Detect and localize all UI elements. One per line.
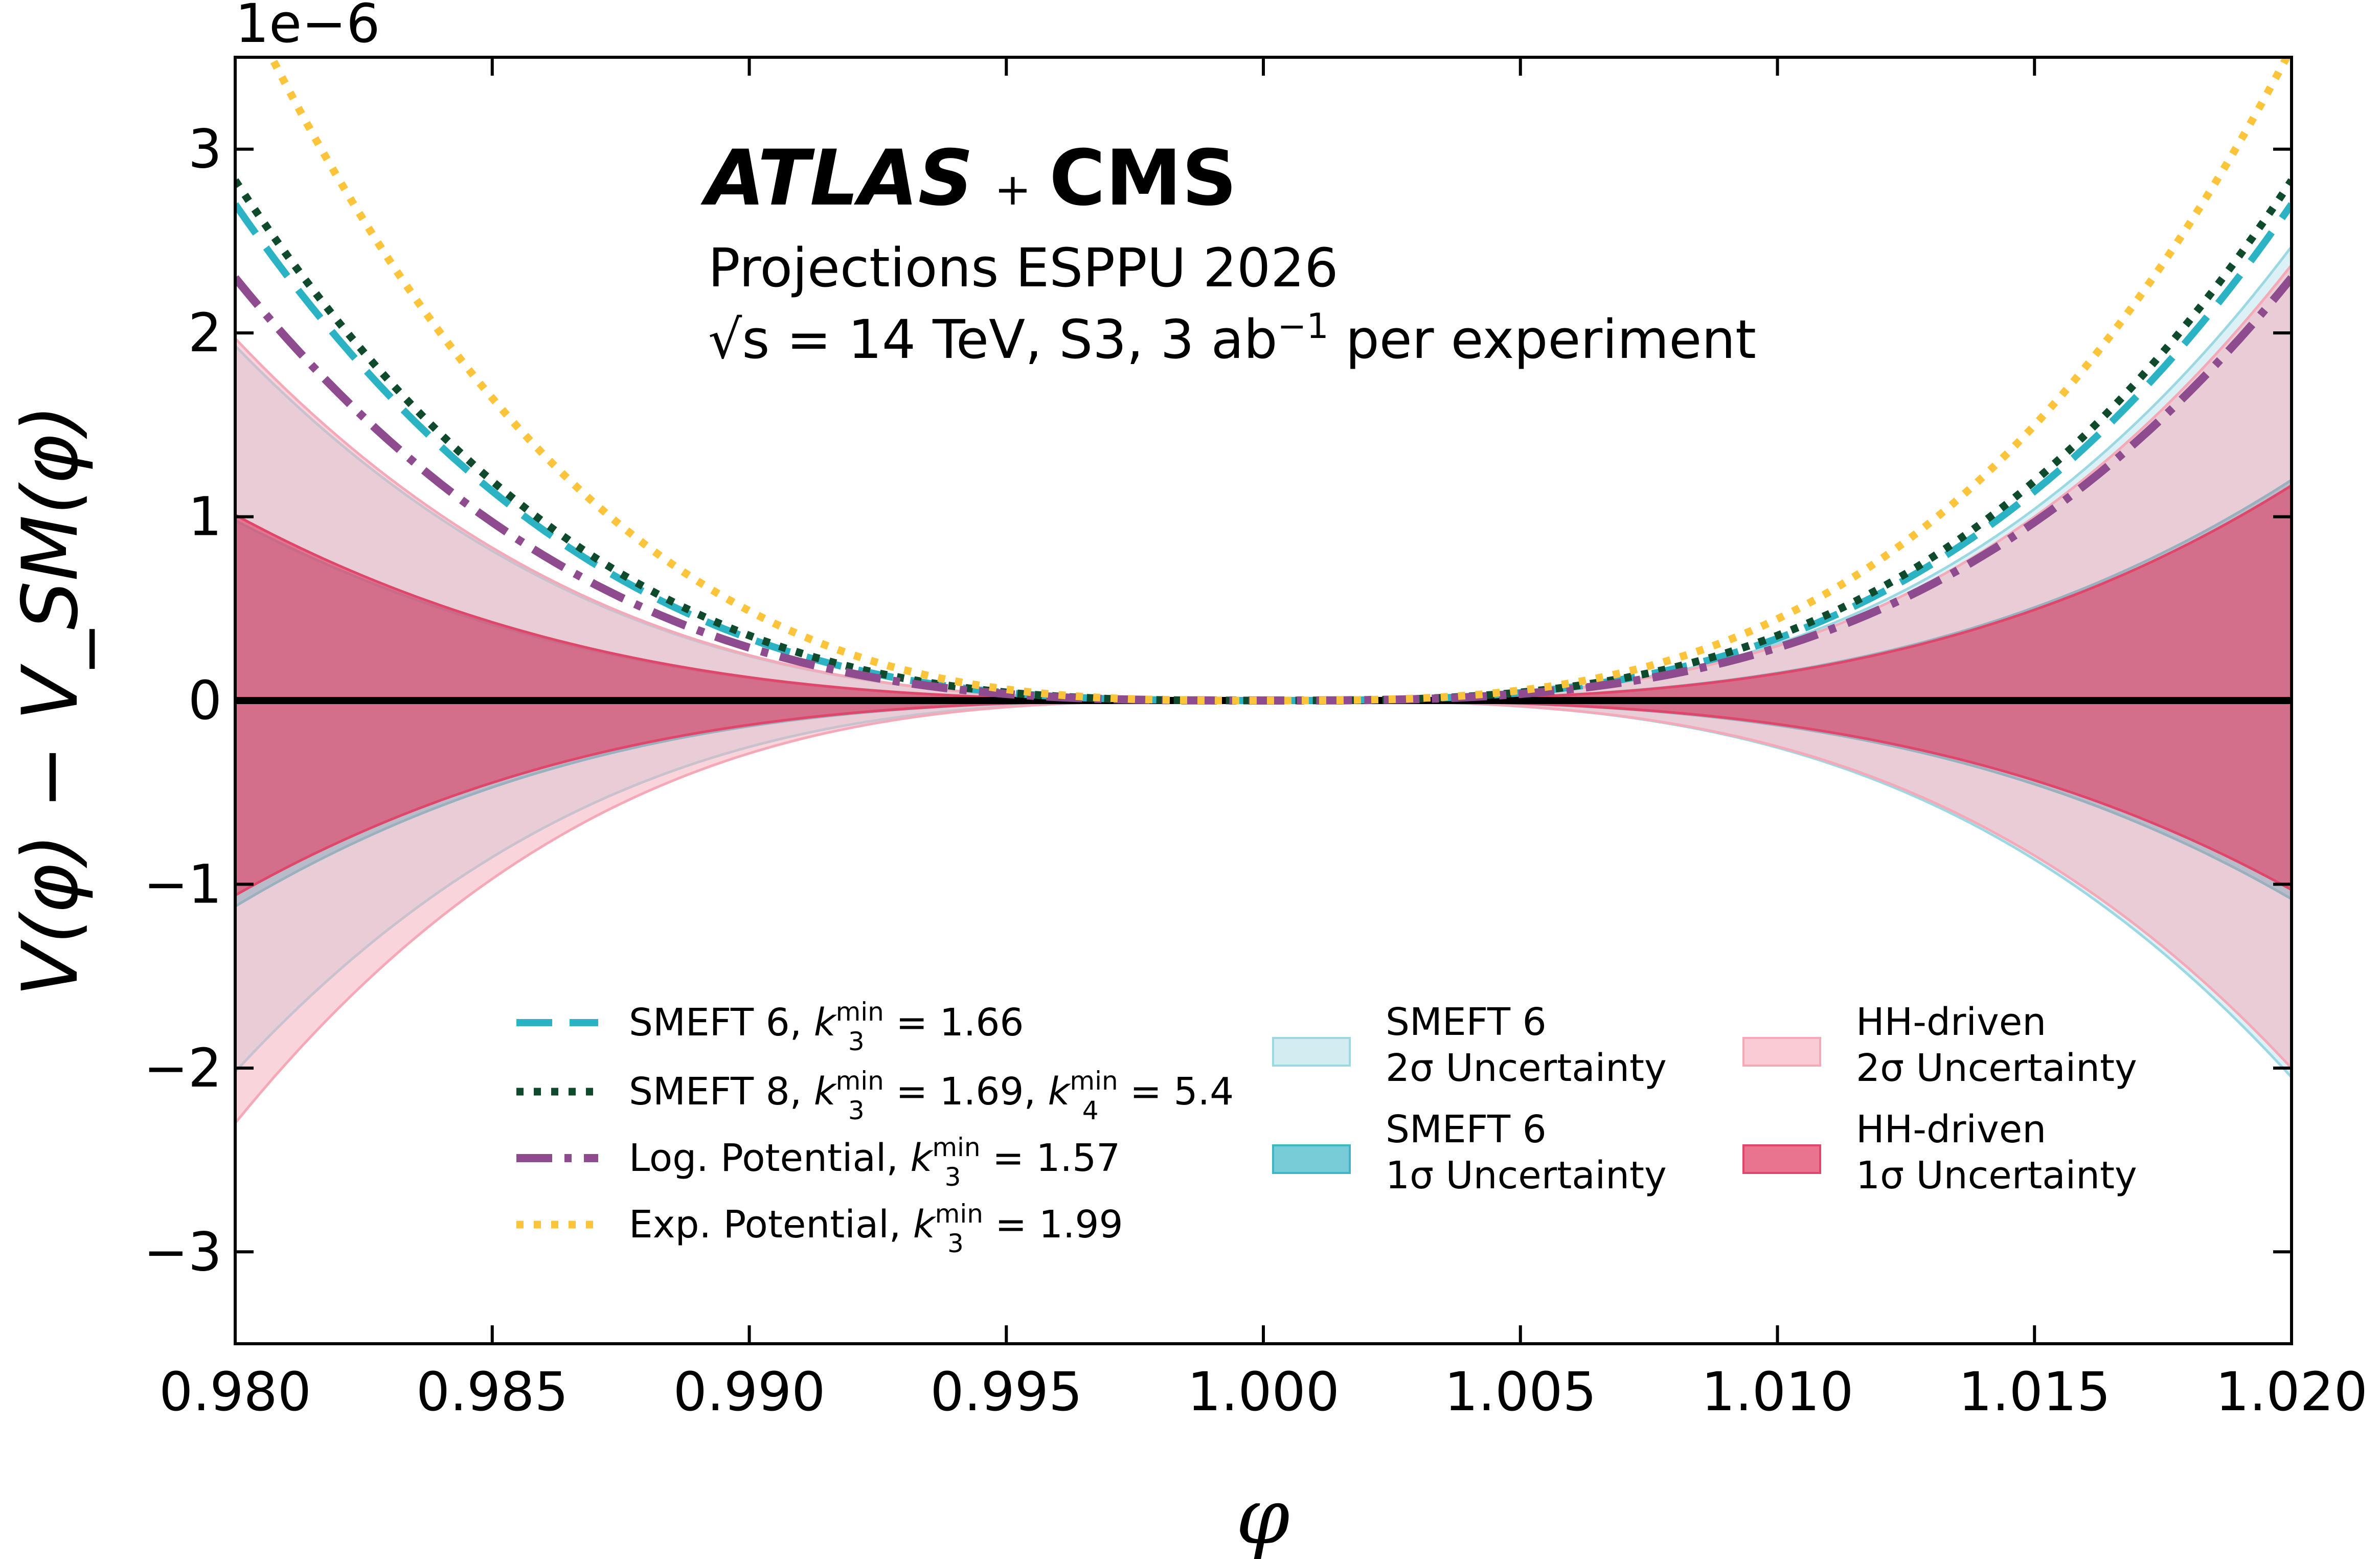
legend-k-value: = 1.66 bbox=[884, 1001, 1024, 1045]
legend-k-symbol: k bbox=[814, 1070, 837, 1114]
legend-k-symbol: k bbox=[910, 1136, 934, 1180]
series-2 bbox=[235, 275, 2292, 705]
energy-label-sup: −1 bbox=[1277, 306, 1328, 347]
legend-patch-0 bbox=[1272, 1037, 1351, 1067]
band-3 bbox=[235, 484, 2292, 897]
legend-k-sup: min bbox=[836, 1066, 884, 1096]
legend-k-value: = 1.99 bbox=[983, 1203, 1123, 1247]
legend-k4-sup: min bbox=[1070, 1066, 1118, 1096]
y-tick-label-6: 3 bbox=[188, 118, 222, 180]
legend-patch-line2-0: 2σ Uncertainty bbox=[1386, 1046, 1667, 1090]
legend-k4-value: = 5.4 bbox=[1118, 1070, 1234, 1114]
series-3 bbox=[267, 57, 2291, 705]
x-tick-label-2: 0.990 bbox=[673, 1361, 826, 1423]
y-tick-label-2: −1 bbox=[144, 853, 222, 915]
x-axis-label: φ bbox=[1236, 1473, 1289, 1559]
y-axis-label: V(φ) − V_SM(φ) bbox=[6, 404, 95, 997]
legend-k-sub: 3 bbox=[947, 1229, 964, 1258]
x-tick-label-4: 1.000 bbox=[1187, 1361, 1340, 1423]
legend-patch-line2-2: 2σ Uncertainty bbox=[1856, 1046, 2137, 1090]
legend-line-label-2: Log. Potential, kmin 3 = 1.57 bbox=[629, 1133, 1120, 1192]
legend-patch-2 bbox=[1742, 1037, 1821, 1067]
legend-line-label-prefix: Exp. Potential, bbox=[629, 1203, 913, 1247]
x-tick-label-1: 0.985 bbox=[416, 1361, 569, 1423]
x-tick-label-7: 1.015 bbox=[1958, 1361, 2111, 1423]
legend-line-label-prefix: Log. Potential, bbox=[629, 1136, 910, 1180]
legend-k-value: = 1.69, bbox=[884, 1070, 1048, 1114]
legend-line-label-0: SMEFT 6, kmin 3 = 1.66 bbox=[629, 997, 1024, 1056]
legend-k-symbol: k bbox=[814, 1001, 837, 1045]
y-tick-label-3: 0 bbox=[188, 669, 222, 732]
legend-patch-line1-3: HH-driven bbox=[1856, 1108, 2046, 1151]
legend-patch-1 bbox=[1272, 1144, 1351, 1174]
legend-k-sup: min bbox=[836, 997, 884, 1027]
legend-k-sup: min bbox=[932, 1133, 980, 1162]
legend-line-label-1: SMEFT 8, kmin 3 = 1.69, kmin 4 = 5.4 bbox=[629, 1066, 1234, 1125]
model-curves bbox=[235, 57, 2292, 705]
legend-patch-3 bbox=[1742, 1144, 1821, 1174]
energy-label-prefix: √s = 14 TeV, S3, 3 ab bbox=[708, 308, 1277, 371]
x-tick-label-8: 1.020 bbox=[2215, 1361, 2368, 1423]
axis-ticks: 0.980 0.985 0.990 0.995 1.000 1.005 1.010 1.015… bbox=[144, 57, 2368, 1423]
x-tick-label-0: 0.980 bbox=[159, 1361, 311, 1423]
legend-k4-symbol: k bbox=[1048, 1070, 1072, 1114]
x-tick-label-3: 0.995 bbox=[930, 1361, 1082, 1423]
atlas-label: ATLAS bbox=[700, 134, 973, 223]
legend-line-label-prefix: SMEFT 8, bbox=[629, 1070, 814, 1114]
legend-k-sub: 3 bbox=[848, 1027, 865, 1056]
y-tick-label-1: −2 bbox=[144, 1037, 222, 1099]
cms-label: CMS bbox=[1049, 134, 1237, 223]
energy-label-suffix: per experiment bbox=[1329, 308, 1756, 371]
legend-k-sub: 3 bbox=[848, 1096, 865, 1125]
x-tick-label-6: 1.010 bbox=[1702, 1361, 1854, 1423]
legend-k-value: = 1.57 bbox=[980, 1136, 1120, 1180]
legend-line-label-prefix: SMEFT 6, bbox=[629, 1001, 814, 1045]
legend-k-symbol: k bbox=[913, 1203, 937, 1247]
legend-k-sub: 3 bbox=[945, 1162, 961, 1192]
y-tick-label-4: 1 bbox=[188, 486, 222, 548]
legend-k4-sub: 4 bbox=[1082, 1096, 1099, 1125]
legend-patch-line1-2: HH-driven bbox=[1856, 1000, 2046, 1044]
y-tick-label-5: 2 bbox=[188, 302, 222, 364]
y-scale-label: 1e−6 bbox=[235, 0, 380, 55]
projections-label: Projections ESPPU 2026 bbox=[708, 237, 1339, 299]
legend-patch-line1-1: SMEFT 6 bbox=[1386, 1108, 1547, 1151]
x-tick-label-5: 1.005 bbox=[1444, 1361, 1597, 1423]
legend-patch-line1-0: SMEFT 6 bbox=[1386, 1000, 1547, 1044]
uncertainty-bands bbox=[235, 244, 2292, 1125]
legend-line-label-3: Exp. Potential, kmin 3 = 1.99 bbox=[629, 1199, 1123, 1258]
legend-patch-line2-1: 1σ Uncertainty bbox=[1386, 1154, 1667, 1198]
atlas-cms-title: ATLAS + CMS bbox=[700, 134, 1237, 223]
plus-label: + bbox=[994, 164, 1031, 215]
y-tick-label-0: −3 bbox=[144, 1221, 222, 1283]
legend-k-sup: min bbox=[935, 1199, 983, 1229]
legend-patch-line2-3: 1σ Uncertainty bbox=[1856, 1154, 2137, 1198]
energy-label: √s = 14 TeV, S3, 3 ab−1 per experiment bbox=[708, 306, 1756, 371]
